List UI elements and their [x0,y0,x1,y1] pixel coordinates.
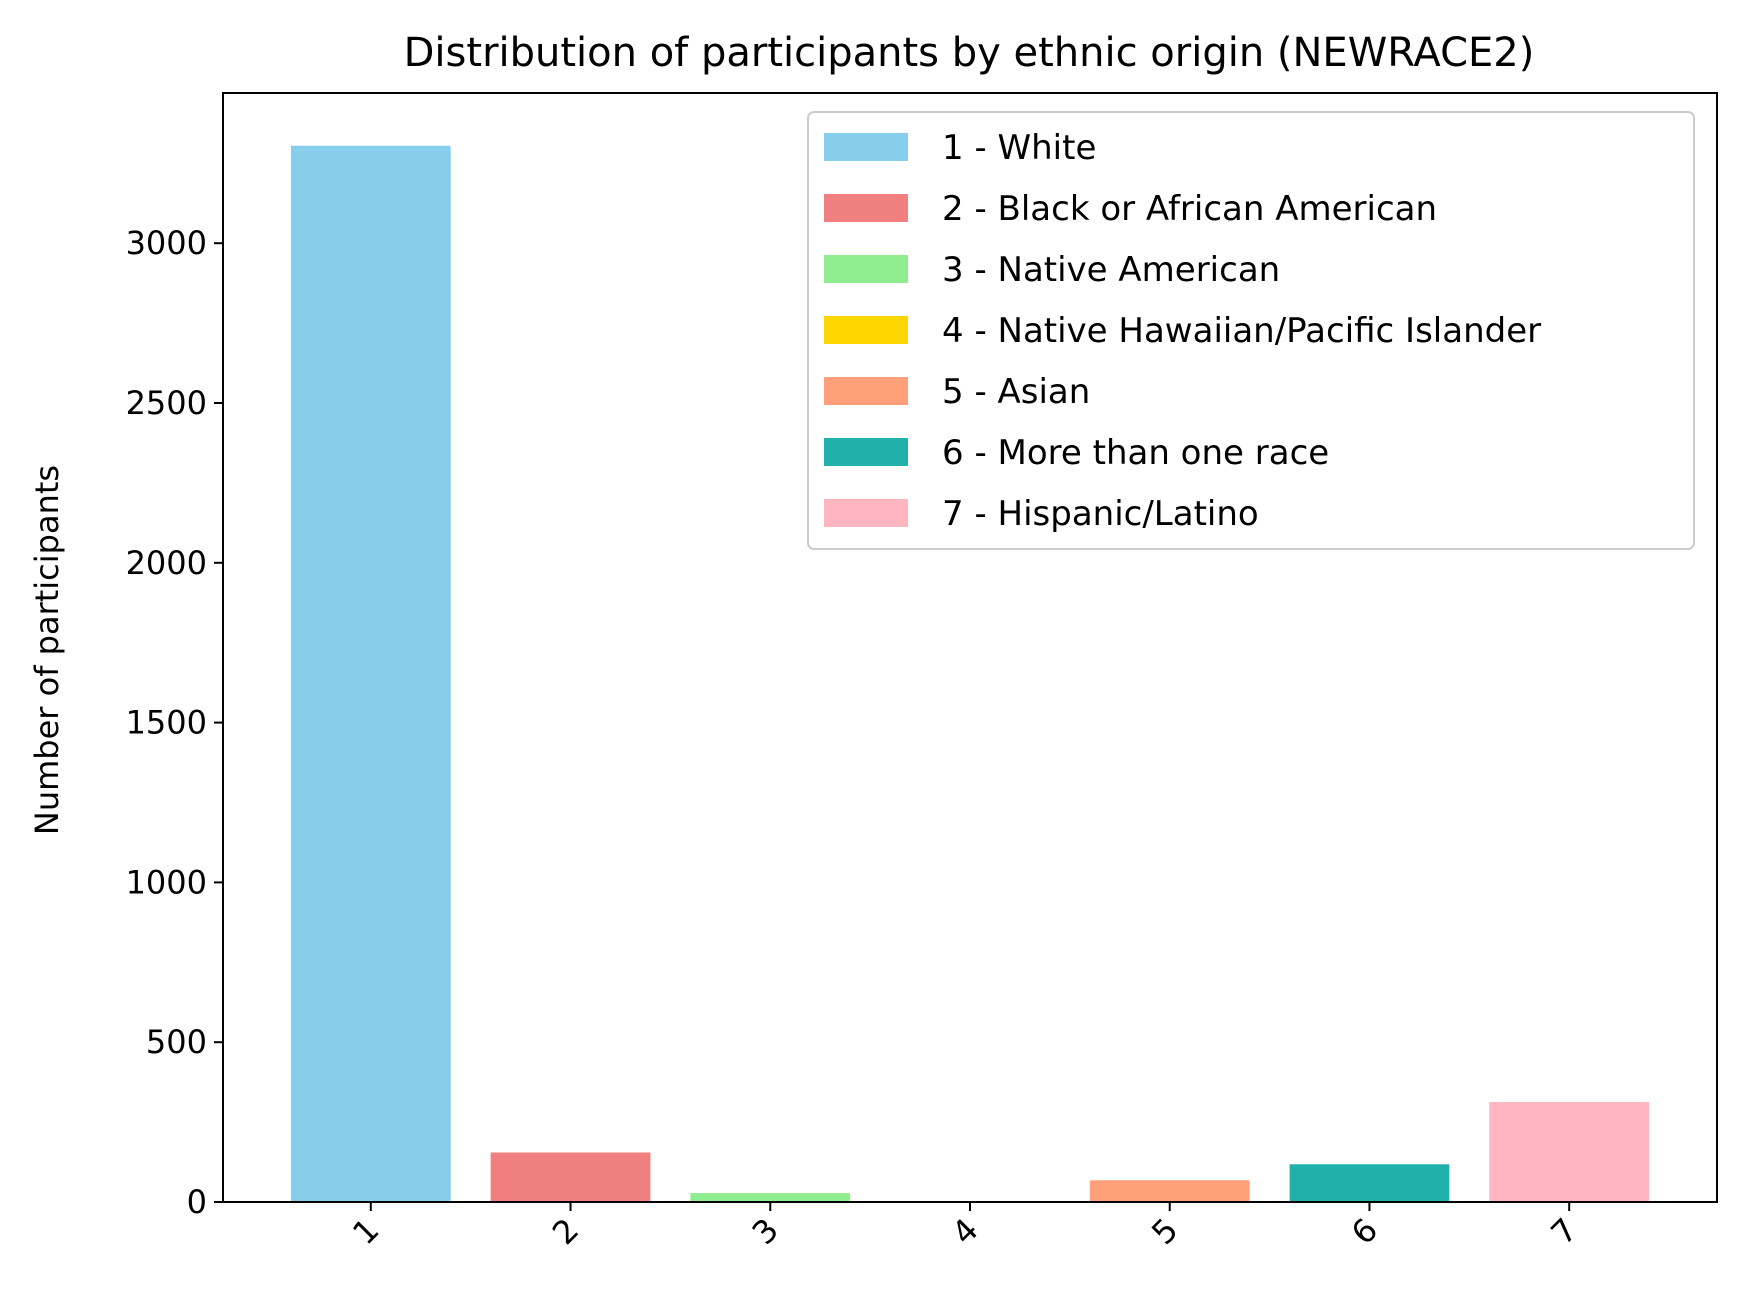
y-tick-label: 1000 [126,863,207,901]
y-tick-label: 3000 [126,224,207,262]
legend-label: 5 - Asian [942,372,1090,412]
legend-frame [807,111,1695,550]
y-tick-label: 2500 [126,384,207,422]
bar-5 [1089,1180,1250,1202]
legend-swatch [824,438,908,466]
y-tick-label: 1500 [126,704,207,742]
y-tick-label: 500 [146,1023,207,1061]
y-tick-label: 2000 [126,544,207,582]
y-axis: 0 500 1000 1500 2000 2500 3000 [126,224,223,1221]
plot-frame [222,92,1718,1203]
chart-title: Distribution of participants by ethnic o… [404,30,1535,76]
legend-label: 1 - White [942,128,1096,168]
bar-3 [690,1193,851,1202]
bars-group [290,145,1650,1203]
y-tick-label: 0 [187,1183,207,1221]
y-axis-label: Number of participants [28,465,66,835]
legend-swatch [824,316,908,344]
legend-swatch [824,133,908,161]
legend-swatch [824,194,908,222]
bar-1 [290,145,451,1203]
legend-label: 3 - Native American [942,250,1280,290]
legend: 1 - White 2 - Black or African American 3 … [807,111,1695,550]
legend-swatch [824,377,908,405]
bar-6 [1289,1164,1450,1202]
bar-7 [1489,1101,1650,1202]
legend-label: 6 - More than one race [942,433,1329,473]
bar-2 [490,1152,651,1202]
legend-swatch [824,255,908,283]
legend-label: 7 - Hispanic/Latino [942,494,1259,534]
legend-label: 2 - Black or African American [942,189,1437,229]
legend-swatch [824,499,908,527]
legend-label: 4 - Native Hawaiian/Pacific Islander [942,311,1541,351]
